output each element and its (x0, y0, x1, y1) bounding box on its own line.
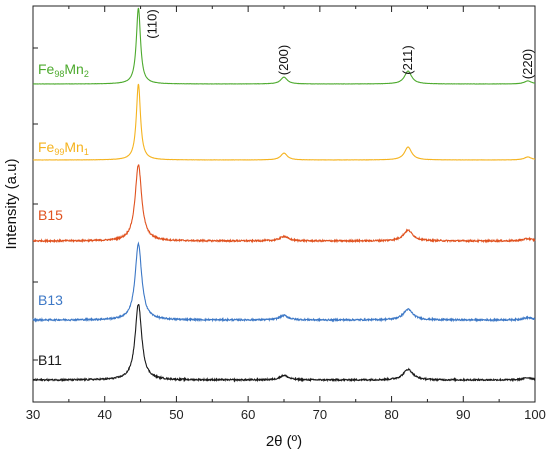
series-label-b13: B13 (38, 292, 63, 308)
x-tick-label: 30 (26, 407, 40, 422)
x-tick-label: 50 (169, 407, 183, 422)
peak-labels-layer: (110) (200) (211) (220) (144, 9, 534, 79)
x-tick-label: 90 (456, 407, 470, 422)
series-line-b11 (32, 303, 536, 383)
y-axis-title: Intensity (a.u) (3, 159, 20, 250)
peak-label: (220) (520, 49, 535, 79)
series-line-b15 (32, 164, 536, 244)
series-layer (32, 7, 536, 383)
series-line-b13 (32, 241, 536, 323)
series-line-fe99mn1 (32, 83, 536, 161)
peak-label: (200) (276, 45, 291, 75)
x-tick-label: 100 (524, 407, 546, 422)
x-axis-title: 2θ (º) (266, 433, 302, 450)
x-tick-label: 60 (241, 407, 255, 422)
peak-label: (110) (144, 9, 159, 38)
series-label-b15: B15 (38, 207, 63, 223)
ticks-layer: 30 40 50 60 70 80 90 100 (26, 6, 546, 422)
series-label-fe99mn1: Fe99Mn1 (38, 139, 89, 157)
peak-label: (211) (400, 45, 415, 74)
x-tick-label: 70 (313, 407, 327, 422)
x-tick-label: 40 (97, 407, 111, 422)
labels-layer: Fe98Mn2 Fe99Mn1 B15 B13 B11 (38, 61, 89, 368)
series-label-fe98mn2: Fe98Mn2 (38, 61, 89, 79)
x-tick-label: 80 (384, 407, 398, 422)
series-label-b11: B11 (38, 352, 62, 368)
x-axis-title-text: 2θ (º) (266, 433, 302, 450)
series-line-fe98mn2 (32, 7, 536, 85)
